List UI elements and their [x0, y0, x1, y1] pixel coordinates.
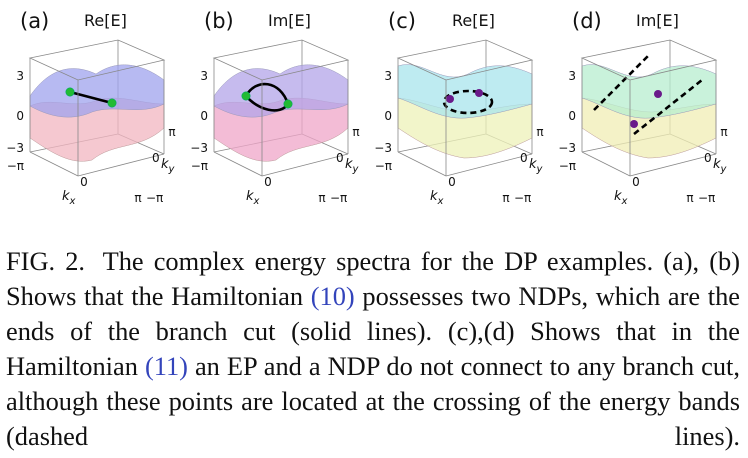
- caption-figure-label: FIG. 2.: [6, 246, 85, 276]
- caption-text-1: The complex energy spectra for the DP ex…: [6, 246, 740, 311]
- z-tick-label: −3: [374, 141, 392, 155]
- panel-title: Re[E]: [84, 11, 127, 30]
- ndp-marker: [283, 99, 293, 109]
- ndp-marker: [241, 91, 251, 101]
- z-tick-label: 0: [384, 109, 392, 123]
- ky-tick-label: −π: [514, 191, 531, 205]
- ky-tick-label: π: [352, 125, 359, 139]
- panel-label: (b): [204, 9, 234, 33]
- ky-axis-label: ky: [161, 157, 176, 175]
- ndp-marker: [475, 89, 483, 97]
- z-tick-label: −3: [558, 141, 576, 155]
- kx-tick-label: 0: [80, 175, 88, 189]
- crossing-dashed-line: [593, 55, 649, 111]
- ky-tick-label: 0: [520, 151, 528, 165]
- box-front-edges: [212, 39, 350, 177]
- caption-ref-11[interactable]: (11): [144, 351, 188, 381]
- caption-text-2: possesses two NDPs, which are the ends o…: [6, 281, 740, 381]
- ep-marker: [654, 90, 662, 98]
- panel-label: (d): [572, 9, 602, 33]
- figure-2: (a) Re[E] 3 0 −3 −π 0 π π 0 −π kx ky (b) Im[E] 3 0 −3 −π 0…: [0, 0, 748, 215]
- upper-band-surface: [29, 64, 165, 118]
- figure-caption: FIG. 2. The complex energy spectra for t…: [6, 244, 740, 454]
- kx-tick-label: π: [686, 191, 693, 205]
- kx-axis-label-sub: x: [621, 196, 628, 207]
- kx-tick-label: π: [134, 191, 141, 205]
- kx-axis-label-sub: x: [437, 196, 444, 207]
- kx-tick-label: −π: [7, 159, 24, 173]
- kx-tick-label: 0: [264, 175, 272, 189]
- ky-axis-label: ky: [713, 157, 728, 175]
- ky-axis-label-sub: y: [352, 164, 360, 175]
- ky-axis-label-sub: y: [720, 164, 728, 175]
- kx-tick-label: −π: [559, 159, 576, 173]
- z-tick-label: 3: [16, 69, 24, 83]
- box-front-edges: [396, 39, 534, 177]
- panel-label: (c): [388, 9, 416, 33]
- z-tick-label: −3: [190, 141, 208, 155]
- caption-text-3: an EP and a NDP do not connect to any br…: [6, 351, 740, 451]
- ndp-marker: [65, 87, 75, 97]
- ndp-marker: [630, 120, 638, 128]
- panel-b: (b) Im[E] 3 0 −3 −π 0 π π 0 −π kx ky: [184, 0, 371, 215]
- ky-tick-label: π: [168, 125, 175, 139]
- ky-tick-label: π: [720, 125, 727, 139]
- panel-d: (d) Im[E] 3 0 −3 −π 0 π π 0 −π kx ky: [552, 0, 739, 215]
- kx-axis-label-sub: x: [253, 196, 260, 207]
- panel-label: (a): [20, 9, 49, 33]
- kx-axis-label: kx: [430, 189, 444, 207]
- ky-tick-label: −π: [330, 191, 347, 205]
- ky-tick-label: 0: [704, 151, 712, 165]
- branch-cut-line: [69, 90, 113, 105]
- kx-tick-label: π: [502, 191, 509, 205]
- z-tick-label: −3: [6, 141, 24, 155]
- kx-tick-label: π: [318, 191, 325, 205]
- ky-tick-label: −π: [146, 191, 163, 205]
- z-tick-label: 0: [568, 109, 576, 123]
- z-tick-label: 0: [16, 109, 24, 123]
- panel-c: (c) Re[E] 3 0 −3 −π 0 π π 0 −π kx ky: [368, 0, 555, 215]
- z-tick-label: 0: [200, 109, 208, 123]
- kx-tick-label: −π: [191, 159, 208, 173]
- kx-tick-label: 0: [632, 175, 640, 189]
- z-tick-label: 3: [384, 69, 392, 83]
- ky-axis-label-sub: y: [536, 164, 544, 175]
- kx-axis-label-sub: x: [69, 196, 76, 207]
- ky-tick-label: 0: [336, 151, 344, 165]
- kx-axis-label: kx: [62, 189, 76, 207]
- panel-title: Re[E]: [452, 11, 495, 30]
- crossing-dashed-line: [633, 78, 703, 136]
- ky-tick-label: 0: [152, 151, 160, 165]
- ky-axis-label: ky: [529, 157, 544, 175]
- kx-axis-label: kx: [614, 189, 628, 207]
- ndp-marker: [107, 98, 117, 108]
- kx-axis-label: kx: [246, 189, 260, 207]
- kx-tick-label: −π: [375, 159, 392, 173]
- ep-marker: [446, 95, 454, 103]
- crossing-dashed-loop: [442, 89, 494, 115]
- ky-tick-label: π: [536, 125, 543, 139]
- z-tick-label: 3: [568, 69, 576, 83]
- panel-title: Im[E]: [268, 11, 311, 30]
- panel-title: Im[E]: [636, 11, 679, 30]
- ky-axis-label-sub: y: [168, 164, 176, 175]
- kx-tick-label: 0: [448, 175, 456, 189]
- panel-a: (a) Re[E] 3 0 −3 −π 0 π π 0 −π kx ky: [0, 0, 187, 215]
- z-tick-label: 3: [200, 69, 208, 83]
- box-front-edges: [580, 39, 718, 177]
- box-front-edges: [28, 39, 166, 177]
- caption-ref-10[interactable]: (10): [310, 281, 355, 311]
- ky-tick-label: −π: [698, 191, 715, 205]
- ky-axis-label: ky: [345, 157, 360, 175]
